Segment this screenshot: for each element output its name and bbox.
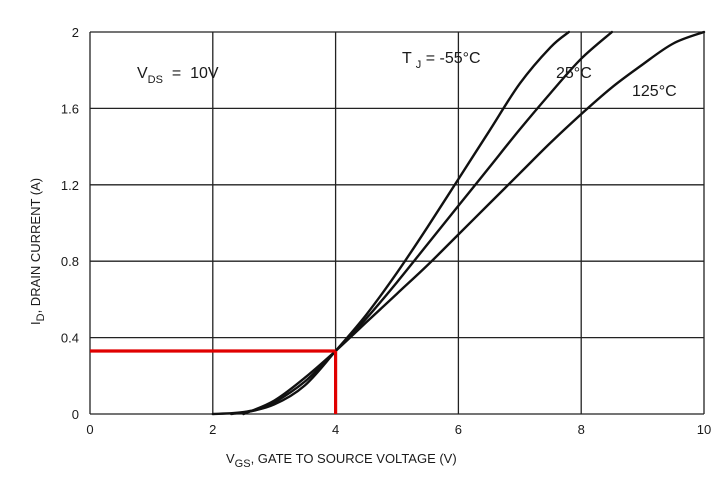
x-tick-label-0: 0 bbox=[86, 422, 93, 437]
series-line-1 bbox=[230, 30, 614, 416]
grid bbox=[89, 31, 705, 415]
y-tick-label-0.8: 0.8 bbox=[61, 254, 79, 269]
x-tick-label-10: 10 bbox=[697, 422, 711, 437]
series-line-2 bbox=[242, 30, 706, 416]
x-tick-label-4: 4 bbox=[332, 422, 339, 437]
x-axis-title: VGS, GATE TO SOURCE VOLTAGE (V) bbox=[226, 451, 457, 470]
y-axis-title: ID, DRAIN CURRENT (A) bbox=[28, 178, 47, 325]
operating-point-marker bbox=[90, 349, 338, 414]
series-label-125c: 125°C bbox=[632, 83, 677, 100]
vds-annotation: VDS = 10V bbox=[137, 65, 219, 86]
series-label-25c: 25°C bbox=[556, 65, 592, 82]
x-tick-label-6: 6 bbox=[455, 422, 462, 437]
x-tick-label-2: 2 bbox=[209, 422, 216, 437]
x-tick-label-8: 8 bbox=[578, 422, 585, 437]
curves bbox=[211, 30, 706, 416]
y-tick-label-1.2: 1.2 bbox=[61, 178, 79, 193]
y-tick-label-0.4: 0.4 bbox=[61, 331, 79, 346]
y-tick-label-1.6: 1.6 bbox=[61, 101, 79, 116]
y-tick-label-0: 0 bbox=[72, 407, 79, 422]
y-tick-label-2: 2 bbox=[72, 25, 79, 40]
tick-labels: 0 2 4 6 8 10 0 0.4 0.8 1.2 1.6 2 bbox=[61, 25, 711, 437]
series-line-0 bbox=[211, 30, 571, 416]
